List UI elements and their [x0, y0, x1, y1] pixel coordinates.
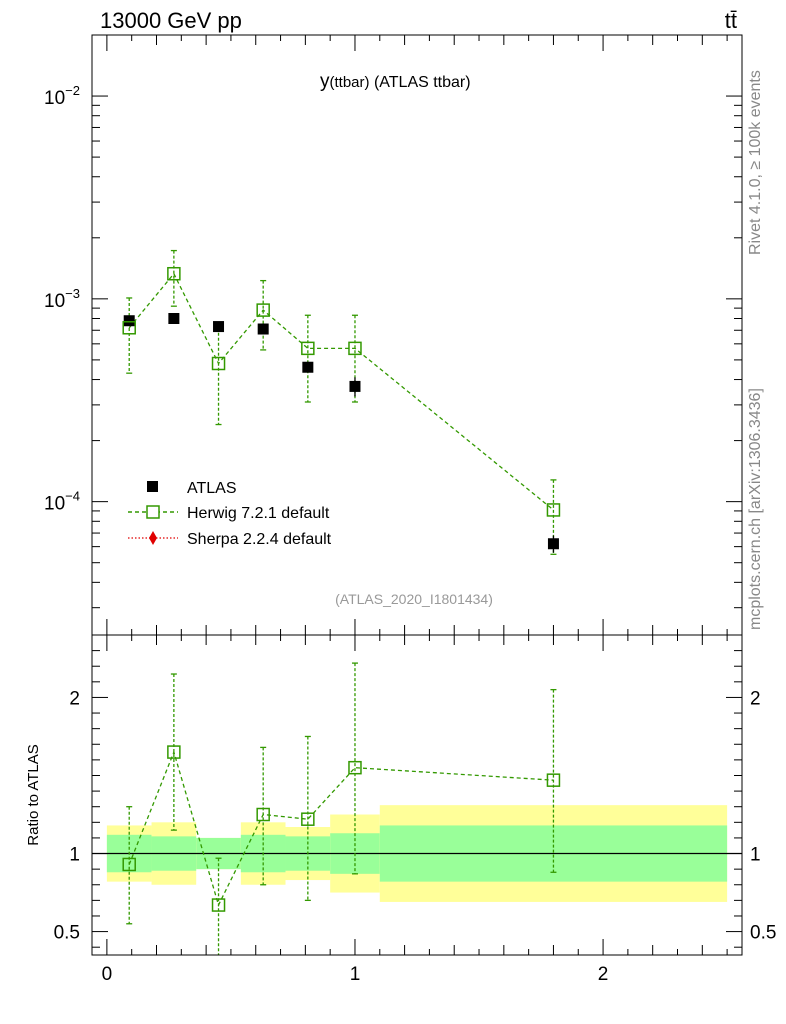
chart-title-main: y	[320, 71, 330, 92]
chart-title-sub: (ttbar)	[330, 74, 370, 91]
herwig-ratio-point	[256, 807, 270, 822]
side-label-mcplots: mcplots.cern.ch [arXiv:1306.3436]	[747, 388, 764, 630]
herwig-ratio-point	[546, 773, 561, 787]
herwig-line	[128, 272, 554, 511]
atlas-point	[547, 538, 559, 550]
y-tick-label-exponent: −3	[65, 286, 80, 301]
y-tick-label-base: 10	[44, 494, 65, 515]
herwig-point	[301, 341, 315, 356]
atlas-point	[123, 315, 135, 327]
herwig-ratio-point	[348, 760, 362, 775]
y-tick-label-exponent: −4	[65, 489, 80, 504]
y-tick-label: 10−4	[44, 489, 80, 515]
atlas-point	[213, 321, 225, 333]
analysis-tag: (ATLAS_2020_I1801434)	[335, 591, 493, 607]
herwig-ratio-point	[167, 745, 181, 759]
herwig-point	[348, 341, 362, 356]
y-tick-label-base: 10	[44, 88, 65, 109]
herwig-point	[211, 356, 226, 371]
main-panel: 10−210−310−4 y(ttbar) (ATLAS ttbar) (ATL…	[44, 34, 743, 636]
side-label-rivet: Rivet 4.1.0, ≥ 100k events	[747, 70, 764, 255]
herwig-ratio-point	[122, 857, 136, 872]
atlas-point	[302, 361, 314, 373]
ratio-y-tick-label-right: 2	[750, 688, 761, 709]
legend-label-atlas: ATLAS	[187, 480, 237, 497]
chart-title: y(ttbar) (ATLAS ttbar)	[320, 71, 471, 92]
legend-marker-herwig	[146, 505, 160, 519]
ratio-y-tick-label-right: 1	[750, 845, 761, 866]
x-tick-label: 2	[598, 964, 609, 985]
ratio-y-tick-label-left: 0.5	[54, 923, 80, 944]
legend-label-herwig: Herwig 7.2.1 default	[187, 505, 330, 522]
atlas-point	[257, 323, 269, 335]
ratio-y-tick-label-right: 0.5	[750, 923, 776, 944]
herwig-ratio-point	[301, 812, 315, 826]
ratio-ylabel: Ratio to ATLAS	[25, 744, 42, 845]
legend-label-sherpa: Sherpa 2.2.4 default	[187, 531, 332, 548]
y-tick-label: 10−2	[44, 83, 80, 109]
legend-marker-atlas	[147, 481, 158, 492]
ratio-y-tick-label-left: 2	[69, 688, 80, 709]
legend-marker-sherpa	[149, 531, 157, 545]
herwig-point	[167, 266, 181, 281]
herwig-point	[256, 303, 270, 317]
herwig-point	[546, 503, 561, 517]
ratio-panel: 0.5 0.5 1 1 2 2 0 1 2 Ratio to ATLAS	[25, 35, 776, 985]
ratio-panel-frame	[91, 634, 743, 956]
x-tick-label: 0	[102, 964, 113, 985]
y-tick-label: 10−3	[44, 286, 80, 312]
header-right: tt̄	[725, 8, 737, 33]
ratio-y-tick-label-left: 1	[69, 845, 80, 866]
y-tick-label-exponent: −2	[65, 83, 80, 98]
herwig-point	[122, 321, 136, 335]
chart-title-rest: (ATLAS ttbar)	[370, 74, 471, 91]
legend: ATLAS Herwig 7.2.1 default Sherpa 2.2.4 …	[128, 480, 332, 548]
x-tick-label: 1	[350, 964, 361, 985]
atlas-point	[168, 312, 180, 324]
herwig-ratio-point	[211, 898, 226, 912]
header-left: 13000 GeV pp	[100, 8, 242, 33]
atlas-point	[349, 380, 361, 392]
y-tick-label-base: 10	[44, 291, 65, 312]
